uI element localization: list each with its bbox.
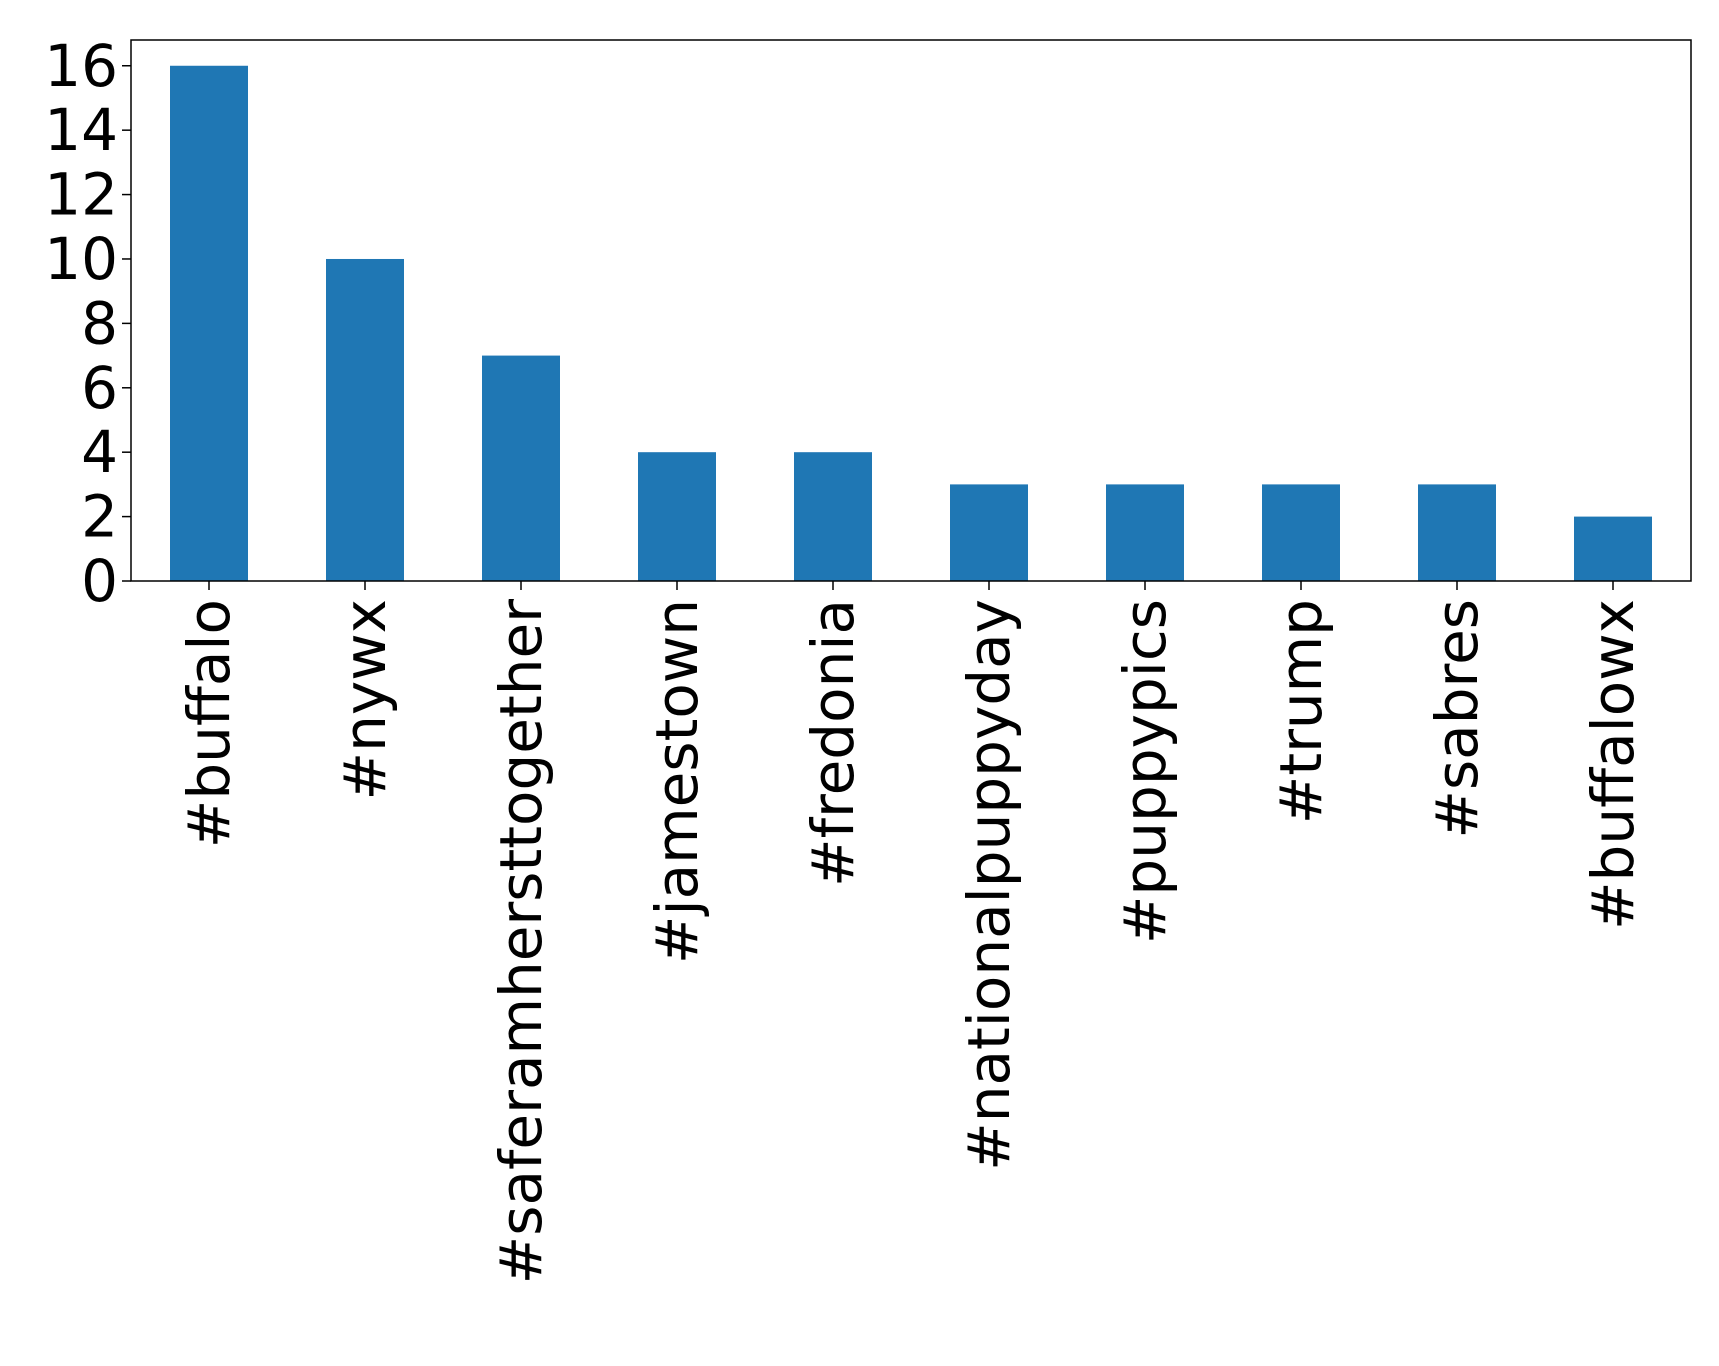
x-tick-label: #buffalowx bbox=[1579, 599, 1647, 930]
x-tick-label: #buffalo bbox=[175, 599, 243, 848]
bar bbox=[1418, 484, 1496, 581]
bar bbox=[1574, 516, 1652, 581]
plot-frame bbox=[130, 39, 1692, 582]
bar bbox=[326, 258, 404, 581]
y-tick-label: 14 bbox=[44, 96, 118, 164]
x-tick-label: #nationalpuppyday bbox=[955, 599, 1023, 1171]
y-tick-label: 2 bbox=[81, 483, 118, 551]
y-tick-label: 16 bbox=[44, 32, 118, 100]
bar bbox=[794, 452, 872, 581]
bar bbox=[638, 452, 716, 581]
bar bbox=[1262, 484, 1340, 581]
x-axis: #buffalo #nywx #saferamhersttogether #james… bbox=[175, 581, 1647, 1284]
x-tick-label: #puppypics bbox=[1111, 599, 1179, 944]
x-tick-label: #fredonia bbox=[799, 599, 867, 887]
y-tick-label: 8 bbox=[81, 289, 118, 357]
x-tick-label: #nywx bbox=[331, 599, 399, 800]
x-tick-label: #sabres bbox=[1423, 599, 1491, 839]
y-tick-label: 10 bbox=[44, 225, 118, 293]
bars bbox=[170, 65, 1652, 581]
bar bbox=[170, 65, 248, 581]
bar bbox=[950, 484, 1028, 581]
y-tick-label: 0 bbox=[81, 547, 118, 615]
bar bbox=[482, 355, 560, 581]
y-tick-label: 6 bbox=[81, 354, 118, 422]
x-tick-label: #jamestown bbox=[643, 599, 711, 964]
x-tick-label: #saferamhersttogether bbox=[487, 599, 555, 1285]
x-tick-label: #trump bbox=[1267, 599, 1335, 824]
y-tick-label: 12 bbox=[44, 161, 118, 229]
bar bbox=[1106, 484, 1184, 581]
y-tick-label: 4 bbox=[81, 418, 118, 486]
